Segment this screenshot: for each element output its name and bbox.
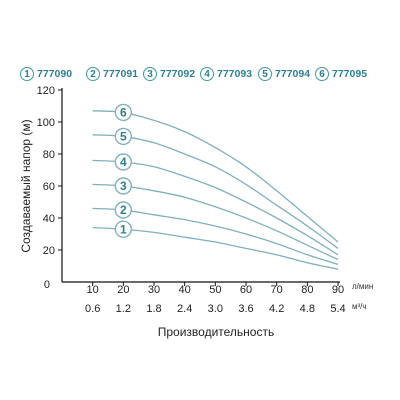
y-tick-label: 40 [43, 213, 55, 225]
x-tick-label: 30 [148, 284, 160, 296]
x-tick-label: 80 [301, 284, 313, 296]
legend-code: 777093 [217, 68, 253, 80]
x-tick-label: 50 [209, 284, 221, 296]
series-badges: 1 2 3 4 5 6 [114, 103, 133, 238]
x-axis-title: Производительность [158, 325, 274, 339]
legend-code: 777090 [37, 68, 73, 80]
y-axis-title: Создаваемый напор (м) [19, 119, 33, 252]
series-badge-3 [114, 177, 133, 195]
y-tick-label: 120 [37, 85, 55, 97]
x2-tick-label: 5.4 [330, 303, 345, 315]
series-badge-6 [114, 103, 133, 122]
legend-badge: 4 [200, 67, 214, 81]
x2-tick-label: 4.2 [269, 303, 284, 315]
legend-code: 777094 [275, 68, 311, 80]
series-line-1 [92, 226, 339, 270]
legend-item-3: 3 777092 [143, 66, 195, 82]
series-badge-label-3: 3 [120, 179, 127, 193]
legend-code: 777092 [160, 68, 196, 80]
x2-unit-label: м³/ч [352, 302, 367, 311]
y-tick-label: 100 [37, 117, 55, 129]
y-tick-label: 80 [43, 149, 55, 161]
legend-item-4: 4 777093 [200, 66, 252, 82]
x-tick-label: 20 [117, 284, 129, 296]
legend-item-6: 6 777095 [315, 66, 367, 82]
series-badge-4 [114, 153, 133, 171]
x-tick-label: 70 [271, 284, 283, 296]
y-tick-label: 60 [43, 181, 55, 193]
legend-badge: 3 [143, 67, 157, 81]
legend-badge: 6 [315, 67, 329, 81]
origin-label: 0 [44, 279, 50, 291]
x-tick-label: 90 [332, 284, 344, 296]
series-line-5 [92, 134, 339, 249]
series-badge-2 [114, 201, 133, 219]
series-badge-label-4: 4 [120, 155, 127, 169]
legend-badge: 5 [258, 67, 272, 81]
x2-tick-label: 3.0 [208, 303, 223, 315]
series-line-6 [92, 110, 339, 243]
series-badge-5 [114, 127, 133, 146]
legend: 1 777090 2 777091 3 777092 4 777093 5 77… [0, 66, 400, 82]
x-tick-label: 40 [179, 284, 191, 296]
x2-tick-label: 1.2 [116, 303, 131, 315]
y-tick-label: 20 [43, 245, 55, 257]
legend-item-5: 5 777094 [258, 66, 310, 82]
legend-code: 777091 [103, 68, 139, 80]
x2-tick-label: 4.8 [300, 303, 315, 315]
legend-item-1: 1 777090 [20, 66, 72, 82]
series-badge-label-2: 2 [120, 203, 127, 217]
series-line-4 [92, 159, 339, 256]
series-badge-label-1: 1 [120, 222, 127, 236]
series-curves [92, 110, 339, 270]
series-badge-label-5: 5 [120, 130, 127, 144]
series-badge-label-6: 6 [120, 106, 127, 120]
x-tick-label: 60 [240, 284, 252, 296]
series-badge-1 [114, 220, 133, 238]
series-line-2 [92, 207, 339, 266]
x2-tick-label: 1.8 [146, 303, 161, 315]
x-unit-label: л/мин [352, 282, 373, 291]
axes [58, 88, 340, 286]
x2-tick-label: 3.6 [238, 303, 253, 315]
legend-item-2: 2 777091 [86, 66, 138, 82]
legend-badge: 2 [86, 67, 100, 81]
legend-code: 777095 [332, 68, 368, 80]
legend-badge: 1 [20, 67, 34, 81]
x2-tick-label: 0.6 [85, 303, 100, 315]
x2-tick-label: 2.4 [177, 303, 192, 315]
x-tick-label: 10 [87, 284, 99, 296]
series-line-3 [92, 183, 339, 261]
axis-labels: 20 40 60 80 100 120 0 10 20 30 40 50 60 70 80 90 0.6 1.2 1… [19, 85, 373, 339]
